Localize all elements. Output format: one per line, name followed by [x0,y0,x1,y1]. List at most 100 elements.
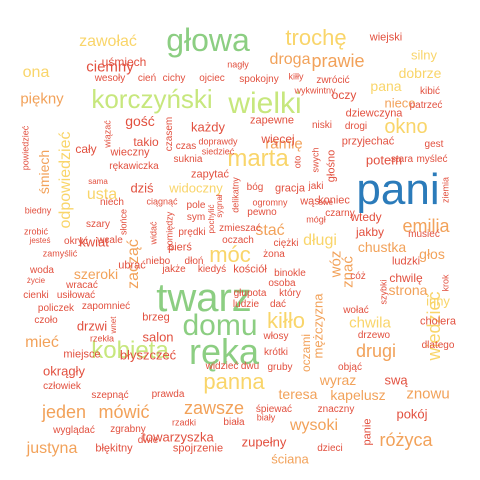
word-cloud-word: ziemia [440,176,451,204]
word-cloud-word: wysoki [289,417,339,434]
word-cloud-word: binokle [274,268,306,279]
word-cloud-word: rzekła [89,333,115,344]
word-cloud-word: drugi [355,341,397,361]
word-cloud-word: musieć [408,229,440,240]
word-cloud-word: cienki [23,290,49,301]
word-cloud-word: nieco [384,95,416,111]
word-cloud-word: justyna [26,440,78,457]
word-cloud-word: zmieszać [219,223,261,234]
word-cloud-word: twarz [156,276,252,320]
word-cloud-word: takio [133,135,159,149]
word-cloud-word: cichy [162,73,186,84]
word-cloud-word: suknia [173,154,203,165]
word-cloud-word: koniec [318,194,350,207]
word-cloud-word: powiedzieć [20,125,31,171]
word-cloud-word: zwrócić [316,75,350,86]
word-cloud-word: wesoły [94,73,126,84]
word-cloud-word: gest [424,139,444,150]
word-cloud-word: piękny [20,90,64,108]
word-cloud-word: cały [75,142,97,156]
word-cloud-word: zrobić [23,226,49,237]
word-cloud-word: kościół [233,263,267,276]
word-cloud-word: ona [22,64,50,81]
word-cloud-word: żona [263,249,285,260]
word-cloud-word: cóż [350,271,366,282]
word-cloud-word: stara [390,154,414,165]
word-cloud-word: spojrzenie [172,442,224,455]
word-cloud-word: czas [175,141,197,152]
word-cloud-word: gruby [267,362,293,373]
word-cloud-word: śpiewać [255,404,293,415]
word-cloud-word: swych [310,147,321,173]
word-cloud-word: myśleć [416,154,448,165]
word-cloud-word: towarzyszka [142,429,214,445]
word-cloud-word: ciągnąć [146,196,178,207]
word-cloud-word: zapewne [249,114,295,127]
word-cloud-word: inny [426,293,450,309]
word-cloud-word: pana [370,78,402,94]
word-cloud-word: widać [148,221,159,245]
word-cloud-word: ludzie [232,299,260,310]
word-cloud-word: zawołać [79,33,137,50]
word-cloud-word: nagły [227,59,249,70]
word-cloud-word: sygnał [215,194,224,218]
word-cloud-word: chwilę [389,271,423,285]
word-cloud-word: przyjechać [341,135,395,148]
word-cloud-word: różyca [379,430,433,450]
word-cloud-word: wiejski [369,31,403,44]
word-cloud-word: mówić [98,402,150,422]
word-cloud-word: odpowiedzieć [57,131,74,229]
word-cloud-word: cień [137,73,157,84]
word-cloud-word: prawie [311,51,365,71]
word-cloud-word: dziewczyna [345,107,403,120]
word-cloud-word: dwu [240,361,260,372]
word-cloud-word: wykwintny [294,85,336,96]
word-cloud-word: chwila [349,314,391,332]
word-cloud-word: kiłły [288,71,304,82]
word-cloud-word: usiłować [56,290,96,301]
word-cloud-word: życie [26,276,46,285]
word-cloud-word: wtedy [350,210,382,224]
word-cloud-word: ojciec [199,73,225,84]
word-cloud-word: słońce [118,208,129,236]
word-cloud-word: wcale [97,235,123,246]
word-cloud-word: kobieta [91,337,169,364]
word-cloud-word: oczy [331,88,357,102]
word-cloud-word: drzwi [76,318,108,334]
word-cloud-word: trochę [285,25,347,50]
word-cloud-word: zamyślić [42,248,78,259]
word-cloud-word: znowu [406,385,450,403]
word-cloud-word: usta [86,186,118,203]
word-cloud-word: mieć [25,334,59,351]
word-cloud-word: woda [30,265,54,276]
word-cloud-word: ręka [188,331,260,372]
word-cloud-word: śmiech [36,149,52,195]
word-cloud-word: biały [256,412,276,423]
word-cloud-word: długi [303,232,337,249]
word-cloud-word: wielki [228,87,302,120]
word-cloud-word: jakże [162,264,186,275]
word-cloud-word: okryć [64,236,88,247]
word-cloud-word: patrzeć [409,100,443,111]
word-cloud-word: gracja [275,182,305,195]
word-cloud-word: swe [318,198,334,207]
word-cloud-word: stać [255,222,285,239]
word-cloud-word: dziś [130,180,154,196]
word-cloud-word: wyglądać [53,425,95,436]
word-cloud-word: ramię [265,135,303,153]
word-cloud-word: czarny [325,208,355,219]
word-cloud-word: domu [182,309,258,342]
word-cloud-word: panna [203,369,265,394]
word-cloud-word: kiedyś [197,264,227,275]
word-cloud-word: widoczny [169,180,223,196]
word-cloud-word: kibić [419,86,441,97]
word-cloud-word: brzeg [142,311,170,324]
word-cloud-word: pole [186,200,206,211]
word-cloud-word: oto [292,155,303,169]
word-cloud-word: chustka [357,239,407,255]
word-cloud-word: kiłło [267,308,305,333]
word-cloud-word: gość [125,113,155,129]
word-cloud-word: droga [269,51,311,68]
word-cloud-word: jaki [308,181,324,192]
